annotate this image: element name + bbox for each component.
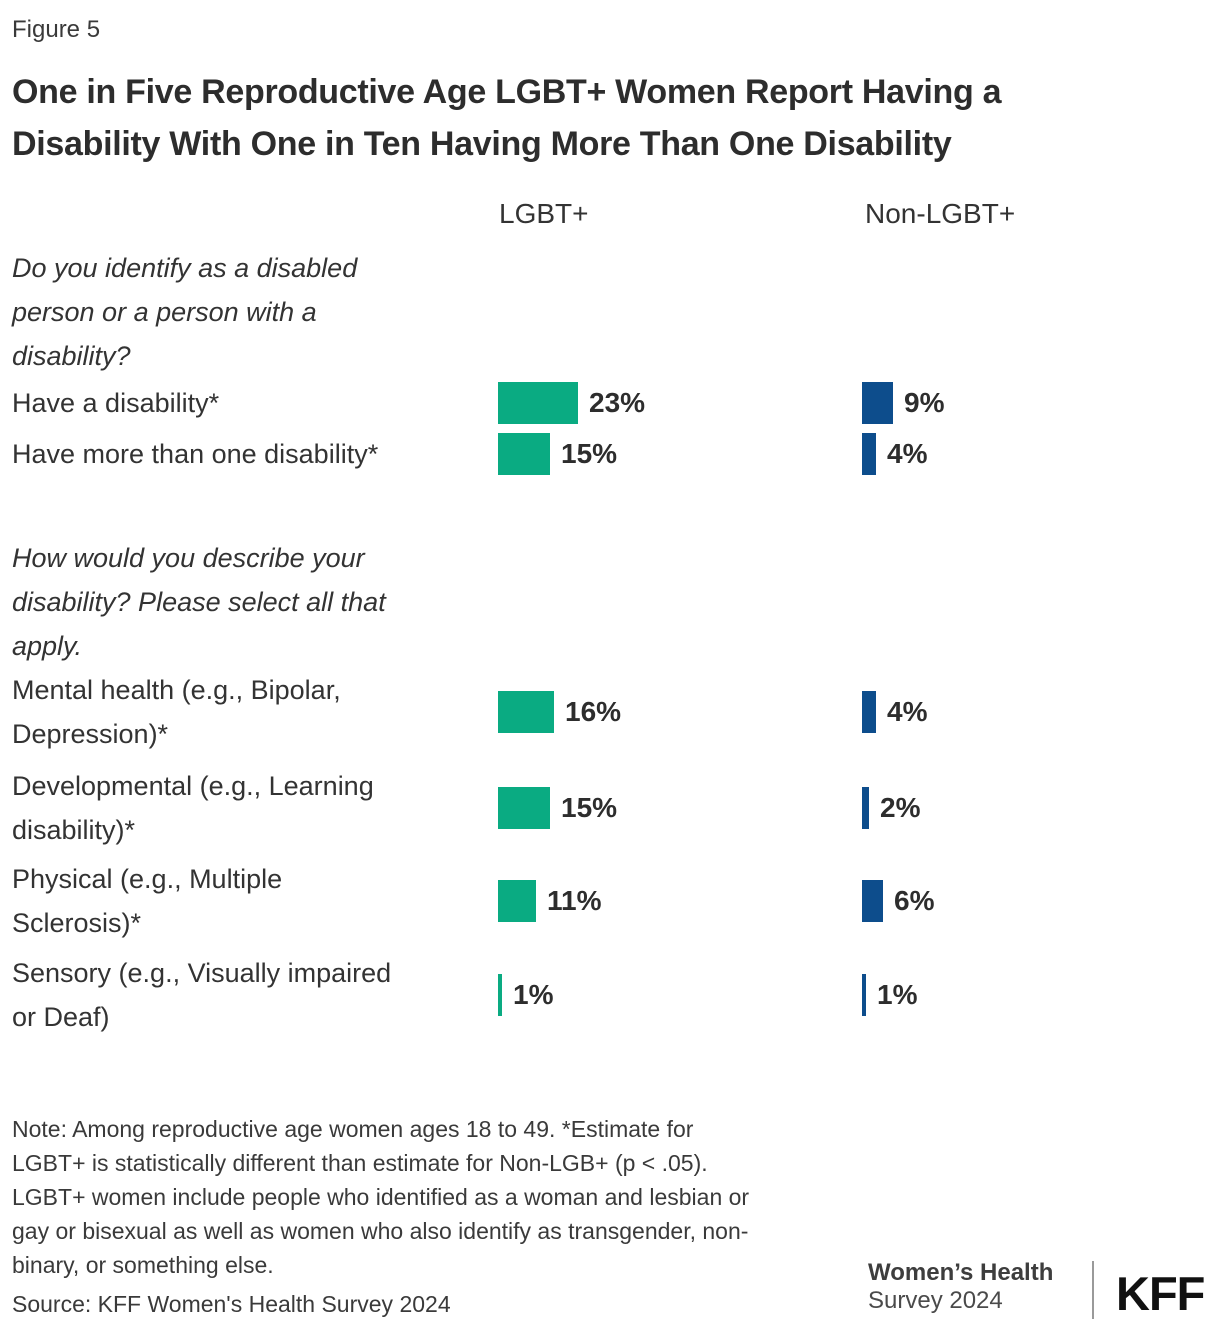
bar-group-developmental-lgbt: 15%	[498, 787, 617, 829]
row-label-mental-health: Mental health (e.g., Bipolar, Depression…	[12, 675, 341, 749]
question-describe-disability: How would you describe your disability? …	[12, 543, 386, 661]
bar-group-more-than-one-non-lgbt: 4%	[862, 433, 927, 475]
note-text: Note: Among reproductive age women ages …	[12, 1116, 750, 1278]
bar-lgbt-developmental	[498, 787, 550, 829]
value-label-non-lgbt-mental-health: 4%	[887, 696, 928, 727]
source-text: Source: KFF Women's Health Survey 2024	[12, 1291, 451, 1317]
footer-program-line1: Women’s Health	[868, 1259, 1054, 1286]
chart-title: One in Five Reproductive Age LGBT+ Women…	[12, 73, 1002, 163]
bar-non-lgbt-developmental	[862, 787, 869, 829]
bar-group-mental-health-lgbt: 16%	[498, 691, 621, 733]
footer-program-name: Women’s Health Survey 2024	[868, 1259, 1083, 1315]
value-label-lgbt-more-than-one-disability: 15%	[561, 438, 618, 469]
bar-lgbt-more-than-one-disability	[498, 433, 550, 475]
row-label-physical: Physical (e.g., Multiple Sclerosis)*	[12, 864, 283, 938]
bar-group-sensory-non-lgbt: 1%	[862, 974, 917, 1016]
value-label-non-lgbt-have-a-disability: 9%	[904, 387, 945, 418]
value-label-non-lgbt-physical: 6%	[894, 885, 935, 916]
value-label-lgbt-physical: 11%	[547, 885, 602, 916]
bar-lgbt-mental-health	[498, 691, 554, 733]
footer-divider	[1092, 1261, 1094, 1319]
bar-lgbt-have-a-disability	[498, 382, 578, 424]
bar-non-lgbt-more-than-one-disability	[862, 433, 876, 475]
bar-lgbt-sensory	[498, 974, 502, 1016]
bar-group-more-than-one-lgbt: 15%	[498, 433, 617, 475]
bar-group-mental-health-non-lgbt: 4%	[862, 691, 927, 733]
bar-non-lgbt-mental-health	[862, 691, 876, 733]
value-label-lgbt-sensory: 1%	[513, 979, 554, 1010]
footer-program-line2: Survey 2024	[868, 1287, 1003, 1314]
value-label-non-lgbt-sensory: 1%	[877, 979, 918, 1010]
bar-lgbt-physical	[498, 880, 536, 922]
value-label-lgbt-have-a-disability: 23%	[589, 387, 646, 418]
bar-non-lgbt-sensory	[862, 974, 866, 1016]
value-label-lgbt-developmental: 15%	[561, 792, 618, 823]
value-label-non-lgbt-more-than-one-disability: 4%	[887, 438, 928, 469]
value-label-lgbt-mental-health: 16%	[565, 696, 622, 727]
bar-group-physical-non-lgbt: 6%	[862, 880, 934, 922]
value-label-non-lgbt-developmental: 2%	[880, 792, 921, 823]
question-identify-disability: Do you identify as a disabled person or …	[12, 253, 358, 371]
kff-logo: KFF	[1116, 1267, 1205, 1320]
column-header-non-lgbt: Non-LGBT+	[865, 198, 1016, 229]
bar-group-developmental-non-lgbt: 2%	[862, 787, 920, 829]
bar-group-sensory-lgbt: 1%	[498, 974, 553, 1016]
bar-non-lgbt-physical	[862, 880, 883, 922]
column-header-lgbt: LGBT+	[499, 198, 589, 229]
bar-group-have-a-disability-non-lgbt: 9%	[862, 382, 944, 424]
bar-group-have-a-disability-lgbt: 23%	[498, 382, 645, 424]
row-label-have-a-disability: Have a disability*	[12, 388, 220, 418]
row-label-developmental: Developmental (e.g., Learning disability…	[12, 771, 374, 845]
bar-group-physical-lgbt: 11%	[498, 880, 602, 922]
figure-number: Figure 5	[12, 16, 101, 43]
row-label-sensory: Sensory (e.g., Visually impaired or Deaf…	[12, 958, 392, 1032]
bar-non-lgbt-have-a-disability	[862, 382, 893, 424]
row-label-more-than-one-disability: Have more than one disability*	[12, 439, 379, 469]
